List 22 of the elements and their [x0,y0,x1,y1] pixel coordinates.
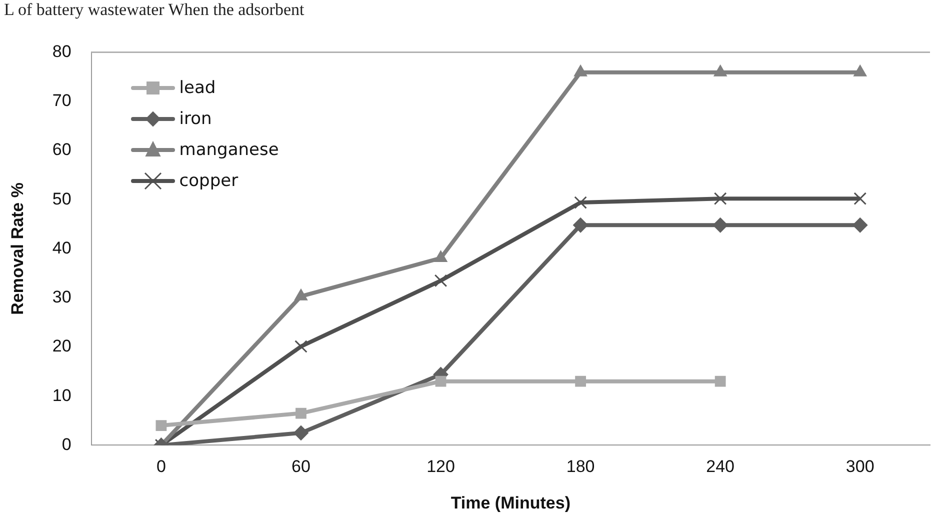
x-tick-label: 240 [706,457,735,476]
x-tick-label: 300 [846,457,874,476]
x-tick-label: 180 [566,457,595,476]
y-tick-label: 50 [52,189,72,208]
y-tick-label: 40 [52,238,72,258]
x-tick-label: 60 [292,457,310,476]
y-tick-label: 60 [52,140,72,160]
legend-label: copper [179,171,238,192]
y-tick-label: 30 [52,288,72,307]
y-tick-label: 10 [52,386,72,405]
chart-title: L of battery wastewater When the adsorbent [3,0,306,21]
y-tick-label: 70 [52,91,72,110]
y-axis-title: Removal Rate % [8,182,27,315]
legend-label: iron [179,109,212,130]
x-axis-title: Time (Minutes) [450,493,570,512]
y-tick-label: 0 [62,434,72,454]
y-tick-label: 20 [52,336,72,356]
y-tick-label: 80 [52,42,72,61]
x-tick-label: 0 [156,457,166,476]
legend-label: manganese [179,140,279,160]
x-tick-label: 120 [426,457,455,476]
legend-label: lead [179,78,216,98]
